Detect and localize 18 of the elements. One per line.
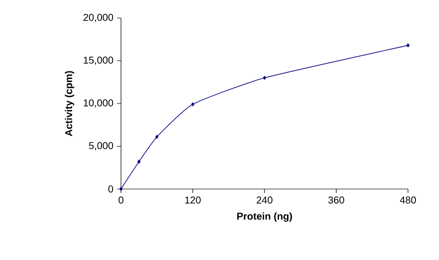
point <box>137 160 140 164</box>
x-axis-title: Protein (ng) <box>237 212 292 222</box>
x-tick-label: 360 <box>328 196 344 204</box>
y-tick-label: 20,000 <box>84 14 114 22</box>
x-tick-label: 120 <box>185 196 201 204</box>
y-tick-label: 10,000 <box>84 99 114 108</box>
point <box>155 134 158 139</box>
y-tick-label: 15,000 <box>84 56 114 65</box>
x-tick-label: 240 <box>256 196 272 204</box>
point <box>119 187 123 191</box>
point <box>191 102 194 106</box>
point <box>262 76 266 80</box>
y-tick-label: 5,000 <box>88 142 114 150</box>
point <box>406 43 410 48</box>
y-tick-label: 0 <box>108 185 114 193</box>
y-axis-title: Activity (cpm) <box>64 71 74 136</box>
x-tick-label: 0 <box>118 196 124 204</box>
x-tick-label: 480 <box>400 196 416 204</box>
